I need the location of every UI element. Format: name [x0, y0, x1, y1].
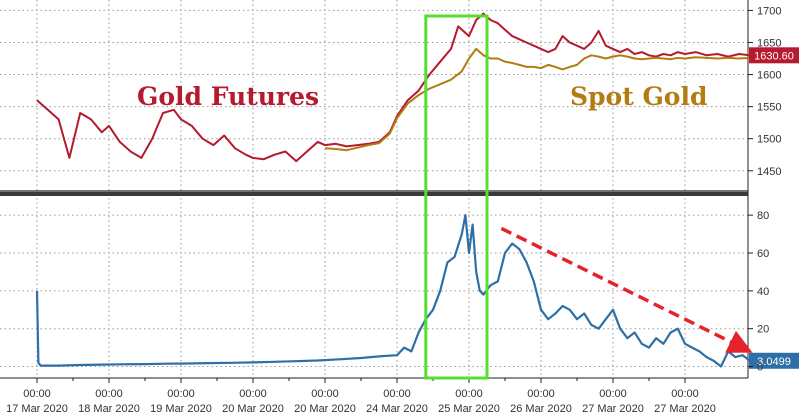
x-tick-date: 20 Mar 2020: [294, 403, 356, 415]
highlight-box: [424, 14, 489, 380]
x-tick-time: 00:00: [671, 388, 699, 400]
bottom-y-tick-label: 60: [757, 248, 769, 260]
bottom-y-tick-label: 40: [757, 286, 769, 298]
last-value-text: 1630.60: [754, 50, 794, 62]
x-tick-date: 26 Mar 2020: [510, 403, 572, 415]
last-value-badge: [749, 47, 799, 64]
top-y-tick-label: 1650: [757, 37, 781, 49]
x-tick-time: 00:00: [95, 388, 123, 400]
x-tick-date: 19 Mar 2020: [150, 403, 212, 415]
x-tick-time: 00:00: [23, 388, 51, 400]
x-tick-time: 00:00: [167, 388, 195, 400]
x-tick-date: 20 Mar 2020: [222, 403, 284, 415]
top-y-tick-label: 1600: [757, 70, 781, 82]
panel-separator: [0, 192, 748, 196]
top-y-tick-label: 1500: [757, 134, 781, 146]
last-value-text: 3.0499: [757, 356, 791, 368]
last-value-badge: [749, 352, 799, 369]
x-tick-time: 00:00: [311, 388, 339, 400]
x-tick-time: 00:00: [455, 388, 483, 400]
bottom-y-tick-label: 80: [757, 210, 769, 222]
x-tick-time: 00:00: [383, 388, 411, 400]
bottom-y-tick-label: 20: [757, 324, 769, 336]
bottom-y-tick-label: 0: [757, 362, 763, 374]
spot-gold-label: Spot Gold: [570, 82, 707, 111]
x-tick-time: 00:00: [599, 388, 627, 400]
x-tick-date: 18 Mar 2020: [78, 403, 140, 415]
series-line-spot-gold: [324, 47, 750, 152]
trend-arrow: [500, 226, 753, 353]
series-line-gold-futures: [36, 12, 750, 163]
x-tick-date: 27 Mar 2020: [582, 403, 644, 415]
top-y-tick-label: 1450: [757, 166, 781, 178]
series-line-spread: [35, 214, 751, 368]
x-tick-date: 17 Mar 2020: [6, 403, 68, 415]
x-tick-date: 27 Mar 2020: [654, 403, 716, 415]
x-tick-time: 00:00: [239, 388, 267, 400]
top-y-tick-label: 1700: [757, 5, 781, 17]
x-tick-time: 00:00: [527, 388, 555, 400]
gold-futures-label: Gold Futures: [137, 82, 319, 111]
top-y-tick-label: 1550: [757, 102, 781, 114]
x-tick-date: 25 Mar 2020: [438, 403, 500, 415]
x-tick-date: 24 Mar 2020: [366, 403, 428, 415]
